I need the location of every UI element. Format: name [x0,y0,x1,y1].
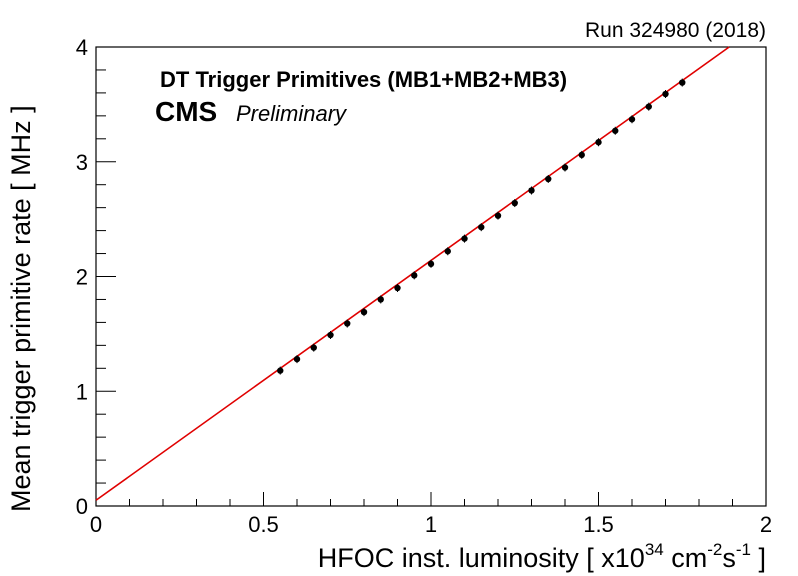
data-point-marker [679,79,686,86]
data-point-marker [377,296,384,303]
y-tick-label: 0 [76,494,88,519]
x-axis-title-exp3: -1 [736,540,751,559]
preliminary-label: Preliminary [236,101,348,126]
y-tick-label: 2 [76,265,88,290]
x-tick-labels: 0 0.5 1 1.5 2 [90,512,772,537]
data-point [277,366,284,375]
data-point [444,247,451,256]
data-point [528,186,535,195]
data-point [293,355,301,364]
data-point-marker [461,235,468,242]
x-axis-title-close: ] [751,543,766,573]
data-point-marker [662,90,669,98]
data-point-marker [444,248,451,255]
y-tick-label: 3 [76,150,88,175]
x-tick-label: 2 [760,512,772,537]
x-axis-title: HFOC inst. luminosity [ x1034 cm-2s-1 ] [318,540,766,573]
data-point [310,343,317,352]
x-axis-title-unit2: s [722,543,736,573]
y-tick-label: 4 [76,35,88,60]
data-point-marker [344,320,351,327]
data-point-marker [411,272,418,279]
plot-area [95,46,767,507]
x-axis-title-main: HFOC inst. luminosity [ x10 [318,543,645,573]
data-point-marker [293,355,301,363]
data-point [360,308,368,317]
data-point-marker [528,187,535,194]
y-tick-label: 1 [76,379,88,404]
x-axis-title-exp2: -2 [707,540,722,559]
data-point [595,138,602,147]
data-point-marker [277,367,284,374]
data-point [578,150,585,159]
data-point [545,174,552,183]
data-point-marker [612,127,619,134]
x-tick-label: 0 [90,512,102,537]
data-point [461,234,468,243]
data-point-marker [394,284,401,292]
data-point-marker [427,260,435,268]
data-point-marker [628,116,636,123]
data-point [411,271,418,280]
data-point-marker [494,212,502,219]
data-point [494,211,502,220]
data-point [394,283,401,292]
data-point-marker [327,331,334,339]
data-point-marker [561,164,569,171]
data-point [478,223,485,232]
x-tick-label: 1.5 [583,512,614,537]
data-point [344,319,351,328]
data-point-marker [310,344,317,351]
data-point [377,295,384,304]
data-point [612,126,619,135]
data-points-group [277,78,686,375]
data-point [327,331,334,340]
x-axis-title-unit1: cm [664,543,708,573]
data-point-marker [511,199,518,207]
axis-ticks [95,46,767,507]
data-point-marker [478,223,485,231]
data-point-marker [545,175,552,183]
x-tick-label: 1 [425,512,437,537]
run-label: Run 324980 (2018) [585,19,766,42]
data-point [561,163,569,172]
y-tick-labels: 0 1 2 3 4 [76,35,88,519]
data-point-marker [578,151,585,159]
data-point-marker [360,308,368,316]
data-point [511,199,518,208]
data-point [645,102,652,111]
data-point [628,115,636,124]
data-point-marker [595,139,602,146]
x-tick-label: 0.5 [248,512,279,537]
cms-label: CMS [155,96,217,127]
data-point-marker [645,103,652,110]
data-point [662,90,669,99]
data-point [427,259,435,268]
plot-title: DT Trigger Primitives (MB1+MB2+MB3) [160,67,567,92]
y-axis-title: Mean trigger primitive rate [ MHz ] [6,105,36,512]
x-axis-title-exp1: 34 [645,540,664,559]
data-point [679,78,686,87]
